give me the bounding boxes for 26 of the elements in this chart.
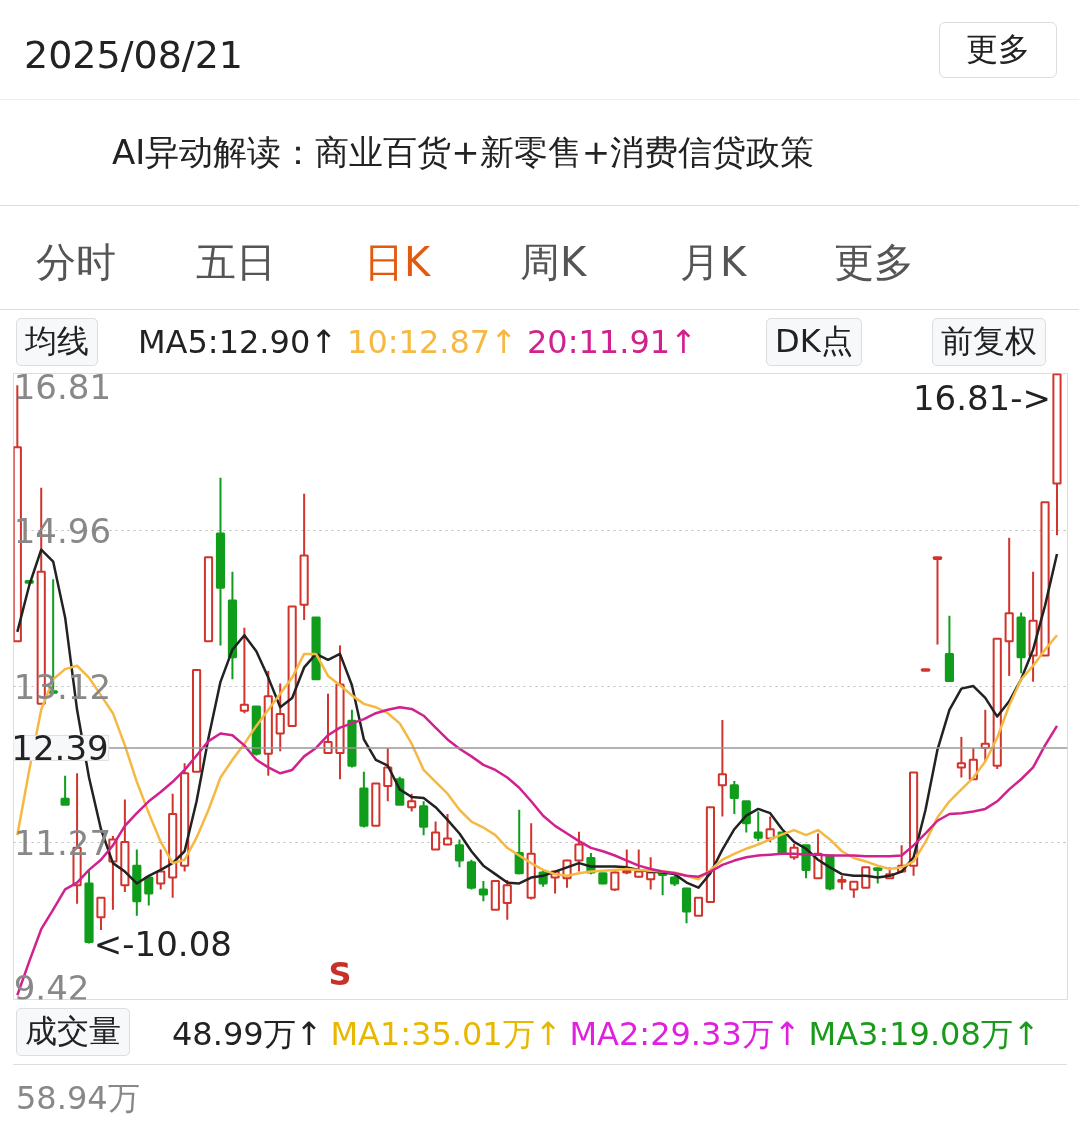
text: MA1:35.01万↑: [330, 1015, 562, 1053]
text: 20:11.91↑: [526, 323, 697, 361]
annotation: 16.81->: [912, 377, 1052, 418]
annotation: <-10.08: [93, 923, 232, 964]
annotation: S: [328, 955, 352, 994]
text: MA2:29.33万↑: [569, 1015, 801, 1053]
text: 周K: [520, 238, 587, 287]
text: DK点: [766, 318, 862, 366]
text: 五日: [196, 238, 276, 287]
y-tick-label: 16.81: [13, 366, 112, 407]
text: MA5:12.90↑: [138, 323, 338, 361]
text: 成交量: [16, 1008, 130, 1056]
text: 58.94万: [16, 1078, 140, 1119]
text: MA3:19.08万↑: [808, 1015, 1040, 1053]
ref-line-label: 12.39: [11, 728, 109, 769]
text: 48.99万↑: [172, 1015, 323, 1053]
chart-title: 2025/08/21: [24, 32, 244, 79]
text: 更多: [939, 22, 1057, 78]
text: 10:12.87↑: [347, 323, 517, 361]
text: 分时: [36, 238, 116, 287]
text: 均线: [16, 318, 98, 366]
chart-subtitle: AI异动解读：商业百货+新零售+消费信贷政策: [112, 131, 815, 174]
text: 月K: [680, 238, 747, 287]
text: 前复权: [932, 318, 1046, 366]
text: 更多: [834, 238, 914, 287]
text: 日K: [364, 238, 431, 287]
